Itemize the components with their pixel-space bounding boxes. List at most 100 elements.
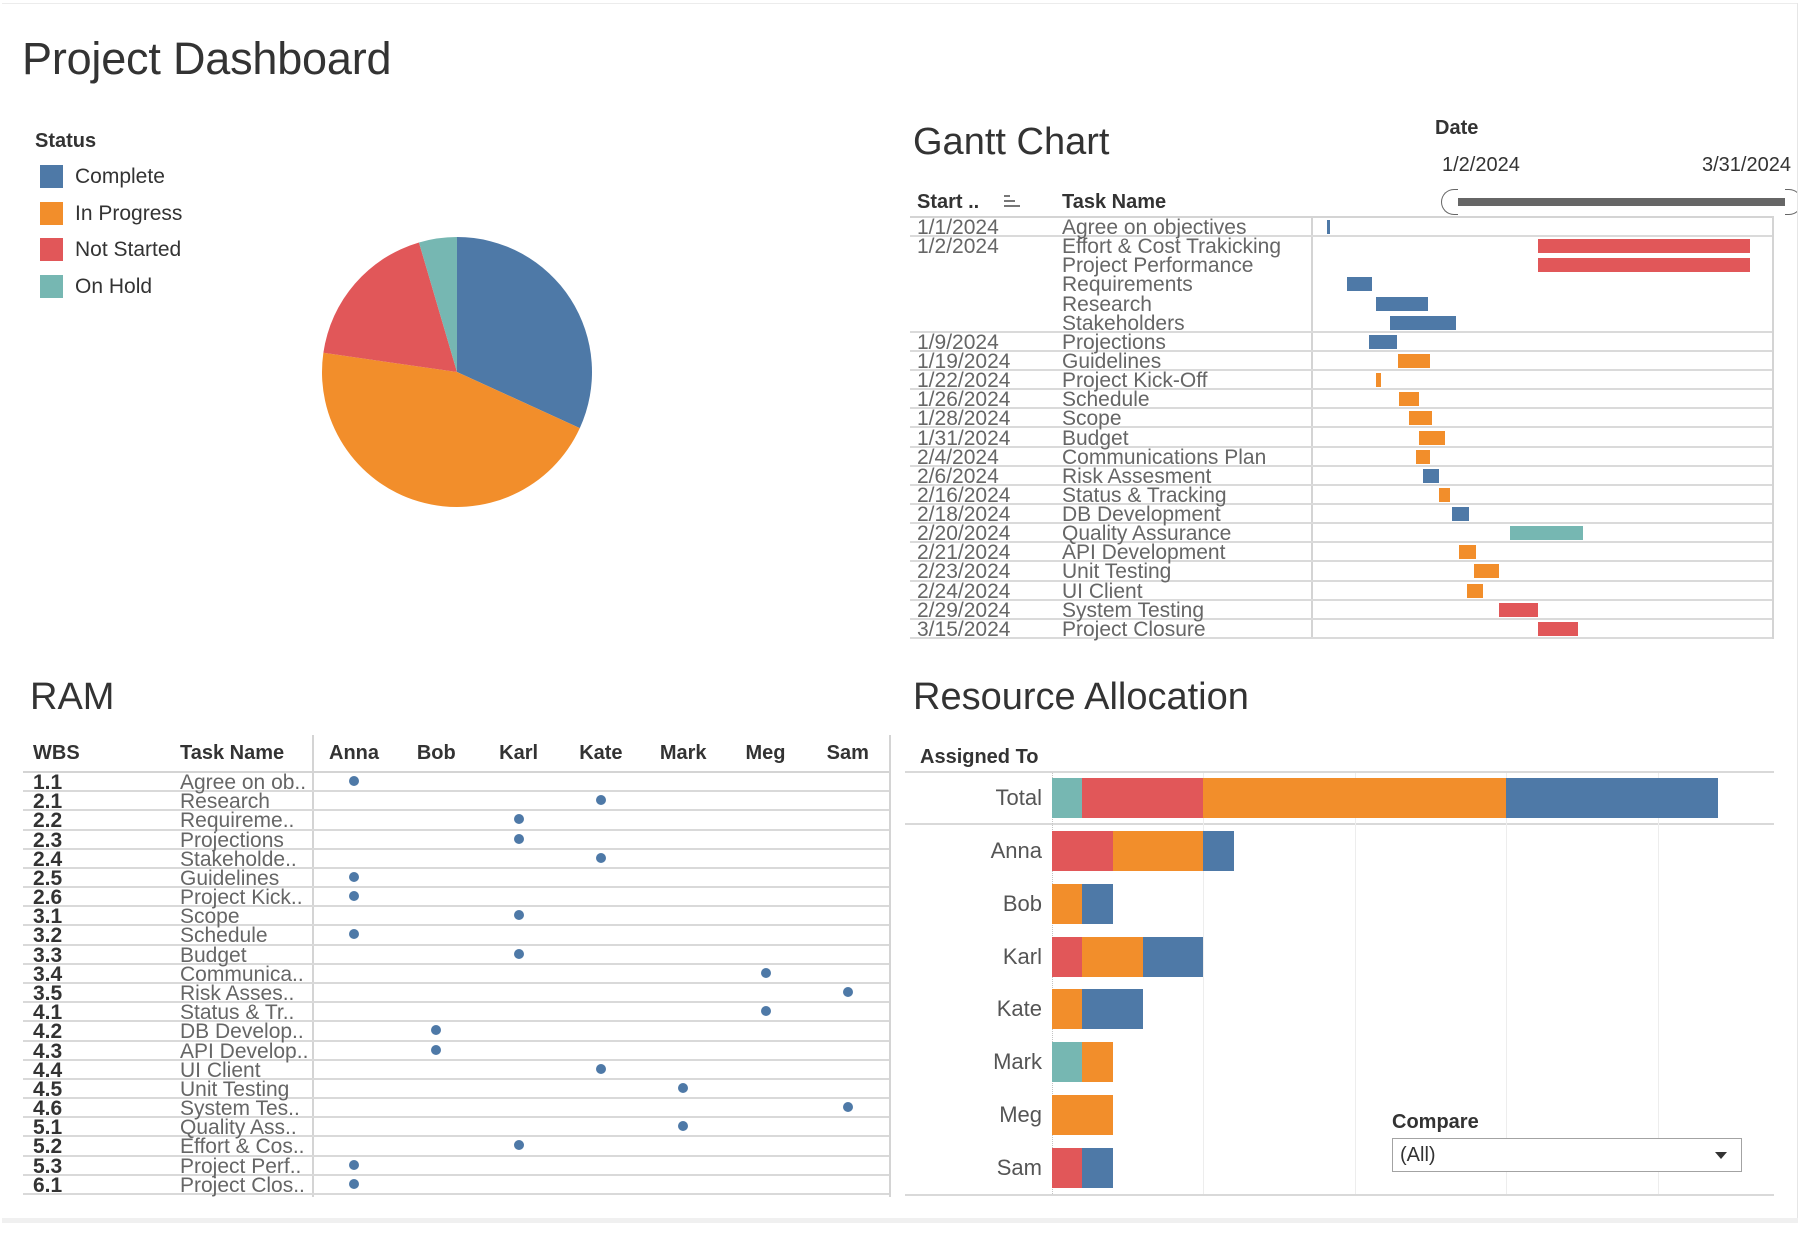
gantt-bar[interactable] [1474,564,1500,579]
pie-slice-not-started[interactable] [323,242,457,372]
resource-label-anna[interactable]: Anna [990,838,1042,863]
sort-icon[interactable] [1004,195,1020,209]
resource-label-mark[interactable]: Mark [993,1049,1042,1075]
gantt-task-name: Projections [1062,330,1166,354]
date-slider-track[interactable] [1457,198,1785,206]
ram-header-divider [23,771,889,773]
date-slider-start-handle[interactable] [1441,189,1458,215]
resource-bar-segment-complete[interactable] [1082,1147,1113,1188]
gantt-bar[interactable] [1537,239,1751,254]
assignment-dot[interactable] [349,776,359,786]
resource-label-bob[interactable]: Bob [1002,890,1042,916]
ram-header-task[interactable]: Task Name [180,742,285,764]
assignment-dot[interactable] [349,929,359,940]
gantt-header-task[interactable]: Task Name [1062,191,1167,213]
resource-bar-segment-in-progress[interactable] [1052,1095,1113,1135]
resource-bar-segment-complete[interactable] [1506,778,1719,818]
assignment-dot[interactable] [513,833,524,844]
gantt-bar[interactable] [1368,334,1398,349]
resource-bar-segment-on-hold[interactable] [1052,1042,1083,1083]
resource-label-kate[interactable]: Kate [996,996,1042,1022]
compare-dropdown[interactable]: (All) [1392,1138,1742,1172]
gantt-bar[interactable] [1346,277,1372,292]
assignment-dot[interactable] [349,1178,359,1189]
resource-label-karl[interactable]: Karl [1002,943,1042,969]
legend-item-on-hold[interactable]: On Hold [40,274,240,298]
gantt-bar[interactable] [1537,621,1578,636]
gantt-bar[interactable] [1375,373,1381,388]
assignment-dot[interactable] [595,795,606,806]
gantt-bar[interactable] [1466,583,1483,598]
legend-item-not-started[interactable]: Not Started [40,238,240,262]
resource-bar-segment-in-progress[interactable] [1082,936,1143,977]
ram-header-kate[interactable]: Kate [579,742,623,764]
pie-slice-complete[interactable] [457,237,592,429]
gantt-bar[interactable] [1459,545,1476,560]
assignment-dot[interactable] [842,1102,853,1113]
gantt-header-start[interactable]: Start .. [917,191,980,213]
resource-bar-segment-not-started[interactable] [1052,1147,1083,1188]
gantt-bar[interactable] [1452,507,1469,522]
resource-bar-segment-in-progress[interactable] [1082,1042,1113,1083]
gantt-bar[interactable] [1390,315,1456,330]
ram-header-mark[interactable]: Mark [659,742,707,764]
assignment-dot[interactable] [513,814,524,825]
ram-header-bob[interactable]: Bob [416,742,456,764]
ram-header-wbs[interactable]: WBS [33,742,80,764]
chevron-down-icon[interactable] [1715,1152,1727,1159]
legend-item-complete[interactable]: Complete [40,165,240,188]
gantt-bar[interactable] [1375,296,1429,311]
date-slider-end-handle[interactable] [1785,189,1797,215]
gantt-bar[interactable] [1399,392,1420,407]
assignment-dot[interactable] [760,967,771,978]
resource-bar-segment-in-progress[interactable] [1203,778,1507,818]
ram-header-sam[interactable]: Sam [826,742,869,764]
gantt-bar[interactable] [1423,468,1440,483]
assignment-dot[interactable] [595,1063,606,1074]
ram-wbs: 5.1 [33,1116,63,1140]
assignment-dot[interactable] [678,1121,689,1132]
ram-header-meg[interactable]: Meg [745,742,786,764]
assignment-dot[interactable] [431,1044,442,1055]
gantt-bar[interactable] [1408,411,1432,426]
resource-bar-segment-complete[interactable] [1082,989,1143,1030]
assignment-dot[interactable] [678,1082,689,1093]
assignment-dot[interactable] [349,871,359,882]
gantt-bar[interactable] [1510,526,1583,541]
gantt-bar[interactable] [1537,258,1751,273]
assignment-dot[interactable] [513,1140,524,1151]
legend-item-in-progress[interactable]: In Progress [40,201,240,225]
ram-header-karl[interactable]: Karl [499,742,539,764]
gantt-bar[interactable] [1499,602,1538,617]
resource-bar-segment-not-started[interactable] [1052,831,1113,871]
assignment-dot[interactable] [431,1025,442,1036]
assignment-dot[interactable] [513,948,524,959]
assignment-dot[interactable] [595,852,606,863]
resource-bar-segment-not-started[interactable] [1052,936,1083,977]
resource-bar-segment-complete[interactable] [1142,936,1204,977]
assignment-dot[interactable] [513,910,524,921]
gantt-bar[interactable] [1326,220,1331,234]
gantt-bar[interactable] [1419,430,1445,445]
resource-bar-segment-in-progress[interactable] [1052,989,1083,1030]
gantt-bar[interactable] [1397,353,1431,368]
assignment-dot[interactable] [760,1006,771,1017]
resource-bar-segment-in-progress[interactable] [1112,831,1204,871]
resource-bar-segment-on-hold[interactable] [1052,778,1083,818]
assignment-dot[interactable] [349,891,359,902]
pie-slice-in-progress[interactable] [322,352,580,507]
resource-bar-segment-complete[interactable] [1203,831,1234,871]
assignment-dot[interactable] [349,1159,359,1170]
resource-bar-segment-complete[interactable] [1082,883,1113,924]
assignment-dot[interactable] [842,987,853,997]
resource-bar-segment-not-started[interactable] [1082,778,1204,818]
gantt-bar[interactable] [1415,449,1431,464]
assigned-to-header[interactable]: Assigned To [920,746,1039,768]
resource-label-sam[interactable]: Sam [996,1154,1042,1180]
resource-label-meg[interactable]: Meg [999,1102,1042,1127]
pie-slice-on-hold[interactable] [418,237,457,372]
resource-bar-segment-in-progress[interactable] [1052,883,1083,924]
gantt-bar[interactable] [1439,487,1451,502]
ram-header-anna[interactable]: Anna [329,742,379,764]
resource-label-total[interactable]: Total [995,785,1042,810]
